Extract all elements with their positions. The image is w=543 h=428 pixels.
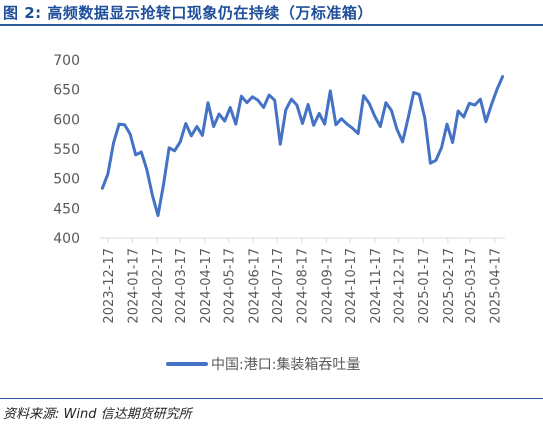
y-tick-label: 550 [53,142,80,158]
x-tick-label: 2024-11-17 [369,248,384,324]
y-tick-label: 600 [53,112,80,128]
x-tick-label: 2025-02-17 [442,248,457,324]
x-tick-label: 2025-03-17 [464,248,479,324]
legend: 中国:港口:集装箱吞吐量 [166,356,360,373]
y-axis: 400 450 500 550 600 650 700 [53,53,80,247]
plot-area [100,75,505,217]
x-tick-label: 2024-04-17 [199,248,214,324]
y-tick-label: 650 [53,83,80,99]
source-note: 资料来源: Wind 信达期货研究所 [3,407,192,422]
x-axis: 2023-12-17 2024-01-17 2024-02-17 2024-03-17… [100,237,505,324]
y-tick-label: 450 [53,201,80,217]
x-tick-label: 2024-06-17 [247,248,262,324]
y-tick-label: 500 [53,172,80,188]
x-tick-label: 2024-10-17 [344,248,359,324]
y-tick-label: 400 [53,231,80,247]
footer-divider [0,398,543,399]
x-tick-label: 2024-07-17 [271,248,286,324]
line-chart: 400 450 500 550 600 650 700 2023-12-17 2024-01-… [53,53,505,373]
x-tick-label: 2024-02-17 [151,248,166,324]
legend-label: 中国:港口:集装箱吞吐量 [211,356,360,373]
x-tick-label: 2025-04-17 [489,248,504,324]
x-tick-label: 2024-09-17 [320,248,335,324]
x-tick-label: 2024-08-17 [296,248,311,324]
chart-title: 图 2: 高频数据显示抢转口现象仍在持续（万标准箱） [3,4,373,22]
x-tick-label: 2024-03-17 [174,248,189,324]
x-tick-label: 2024-12-17 [393,248,408,324]
x-tick-label: 2023-12-17 [102,248,117,324]
y-tick-label: 700 [53,53,80,69]
series-line [100,75,505,217]
title-underline [0,24,543,26]
x-tick-label: 2025-01-17 [417,248,432,324]
x-tick-label: 2024-01-17 [127,248,142,324]
x-tick-label: 2024-05-17 [223,248,238,324]
